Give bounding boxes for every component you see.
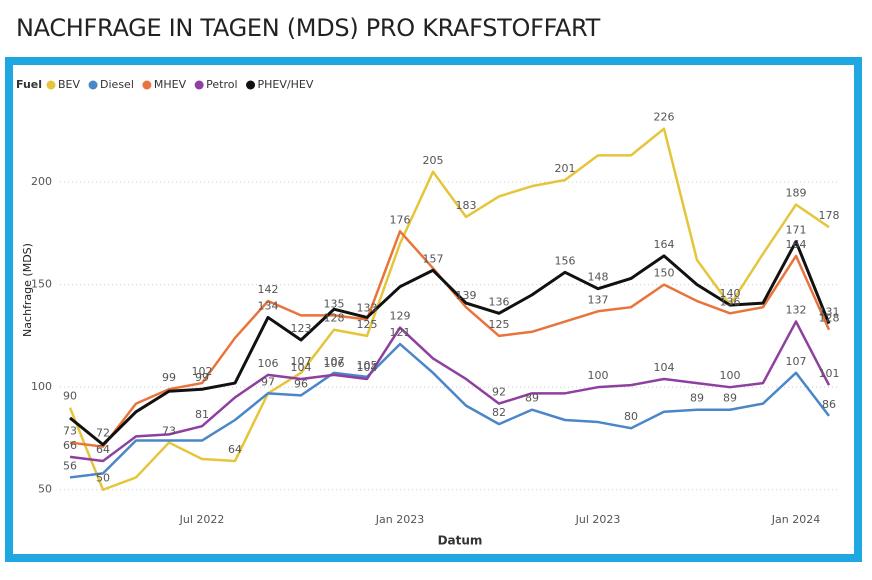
legend-label: BEV <box>58 78 80 91</box>
data-label: 226 <box>654 111 675 124</box>
legend-marker <box>142 80 152 90</box>
data-label: 106 <box>258 357 279 370</box>
data-label: 136 <box>720 295 741 308</box>
data-label: 81 <box>195 408 209 421</box>
legend-label: Petrol <box>206 78 237 91</box>
data-label: 189 <box>786 187 807 200</box>
legend-label: MHEV <box>154 78 187 91</box>
data-label: 107 <box>786 355 807 368</box>
data-label: 178 <box>819 209 840 222</box>
chart-frame <box>5 57 862 562</box>
data-label: 121 <box>390 326 411 339</box>
data-label: 201 <box>555 162 576 175</box>
data-label: 134 <box>258 299 279 312</box>
data-label: 128 <box>324 312 345 325</box>
data-label: 100 <box>720 369 741 382</box>
series-line <box>69 240 831 447</box>
data-label: 104 <box>291 361 312 374</box>
data-label: 86 <box>822 398 836 411</box>
data-label: 105 <box>357 359 378 372</box>
data-label: 80 <box>624 410 638 423</box>
data-label: 136 <box>489 295 510 308</box>
legend-marker <box>88 80 98 90</box>
data-label: 150 <box>654 267 675 280</box>
data-label: 171 <box>786 224 807 237</box>
data-label: 107 <box>324 355 345 368</box>
x-tick-label: Jul 2022 <box>179 513 225 526</box>
data-label: 72 <box>96 427 110 440</box>
data-label: 125 <box>489 318 510 331</box>
data-label: 123 <box>291 322 312 335</box>
data-label: 64 <box>96 443 110 456</box>
data-label: 131 <box>819 306 840 319</box>
data-label: 99 <box>162 371 176 384</box>
data-label: 89 <box>690 392 704 405</box>
data-label: 102 <box>192 365 213 378</box>
legend-marker <box>46 80 56 90</box>
data-label: 73 <box>63 425 77 438</box>
data-label: 97 <box>261 375 275 388</box>
data-label: 90 <box>63 390 77 403</box>
data-label: 183 <box>456 199 477 212</box>
data-label: 128 <box>819 312 840 325</box>
data-label: 56 <box>63 459 77 472</box>
data-label: 92 <box>492 386 506 399</box>
data-label: 89 <box>525 392 539 405</box>
data-label: 133 <box>357 301 378 314</box>
y-tick-label: 100 <box>31 380 52 393</box>
data-label: 64 <box>228 443 242 456</box>
data-label: 129 <box>390 310 411 323</box>
series-line <box>69 230 831 448</box>
data-label: 96 <box>294 377 308 390</box>
data-label: 164 <box>786 238 807 251</box>
y-tick-label: 150 <box>31 278 52 291</box>
y-axis-label: Nachfrage (MDS) <box>21 243 34 337</box>
data-label: 135 <box>324 297 345 310</box>
data-label: 104 <box>357 361 378 374</box>
data-label: 106 <box>324 357 345 370</box>
legend-marker <box>246 80 256 90</box>
data-label: 99 <box>195 371 209 384</box>
x-tick-label: Jan 2023 <box>375 513 424 526</box>
series-line <box>69 320 831 463</box>
legend-title: Fuel <box>16 78 42 91</box>
x-axis-label: Datum <box>438 534 483 548</box>
data-label: 50 <box>96 472 110 485</box>
data-label: 157 <box>423 252 444 265</box>
chart-title: NACHFRAGE IN TAGEN (MDS) PRO KRAFSTOFFAR… <box>16 14 601 42</box>
data-label: 66 <box>63 439 77 452</box>
series-line <box>68 127 830 491</box>
y-tick-label: 200 <box>31 175 52 188</box>
data-label: 140 <box>720 287 741 300</box>
data-label: 125 <box>357 318 378 331</box>
data-label: 82 <box>492 406 506 419</box>
data-label: 100 <box>588 369 609 382</box>
data-label: 148 <box>588 271 609 284</box>
x-tick-label: Jul 2023 <box>575 513 621 526</box>
data-label: 137 <box>588 293 609 306</box>
data-label: 104 <box>654 361 675 374</box>
legend-marker <box>194 80 204 90</box>
legend-label: Diesel <box>100 78 134 91</box>
data-label: 176 <box>390 213 411 226</box>
data-label: 142 <box>258 283 279 296</box>
data-label: 101 <box>819 367 840 380</box>
data-label: 107 <box>291 355 312 368</box>
data-label: 73 <box>162 425 176 438</box>
y-tick-label: 50 <box>38 483 52 496</box>
series-line <box>69 342 830 479</box>
x-tick-label: Jan 2024 <box>771 513 820 526</box>
data-label: 205 <box>423 154 444 167</box>
data-label: 132 <box>786 304 807 317</box>
data-label: 156 <box>555 254 576 267</box>
data-label: 164 <box>654 238 675 251</box>
legend-label: PHEV/HEV <box>258 78 314 91</box>
data-label: 89 <box>723 392 737 405</box>
data-label: 139 <box>456 289 477 302</box>
